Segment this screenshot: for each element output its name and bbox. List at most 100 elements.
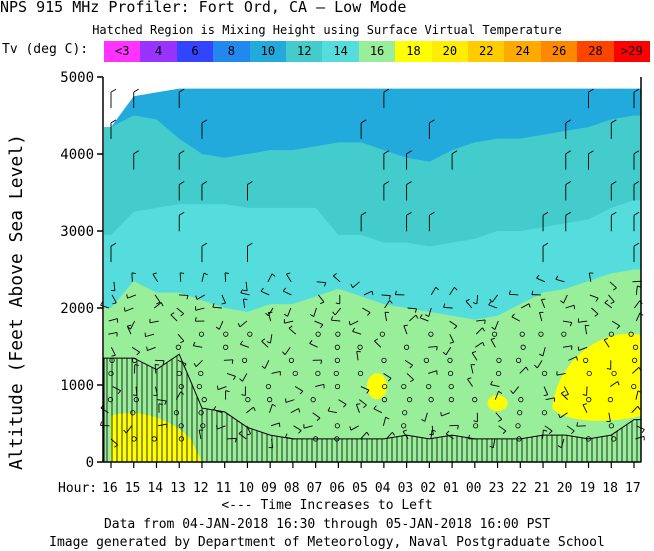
wind-calm-mark: [632, 357, 638, 363]
wind-barb: [267, 312, 272, 322]
wind-barb: [223, 359, 233, 361]
wind-barb: [588, 272, 592, 282]
wind-barb-flag: [203, 272, 208, 276]
wind-barb-flag: [178, 211, 185, 216]
wind-calm-mark: [608, 331, 614, 337]
wind-calm-mark: [176, 370, 182, 377]
wind-barb-flag: [467, 377, 472, 380]
wind-calm-mark: [561, 331, 567, 337]
wind-barb: [317, 294, 325, 303]
wind-barb-flag: [498, 390, 503, 394]
wind-barb-flag: [261, 338, 266, 342]
wind-barb-flag: [288, 325, 293, 329]
wind-barb-flag: [240, 289, 243, 294]
wind-barb-flag: [604, 299, 609, 304]
wind-calm-mark: [448, 397, 454, 403]
wind-barb-flag: [320, 359, 323, 365]
wind-barb: [541, 299, 546, 309]
wind-barb-flag: [180, 313, 184, 317]
wind-barb: [133, 364, 136, 374]
legend-bin-8: 18: [395, 41, 432, 62]
wind-barb: [177, 333, 185, 342]
wind-barb: [149, 320, 159, 324]
wind-barb: [492, 438, 496, 448]
wind-barb: [428, 370, 437, 374]
hour-tick-label: 02: [420, 481, 436, 496]
wind-barb-flag: [488, 301, 492, 306]
wind-barb: [520, 303, 530, 309]
wind-calm-mark: [288, 357, 295, 363]
wind-calm-mark: [133, 397, 139, 403]
legend-bin-5: 12: [286, 41, 323, 62]
hour-tick-label: 09: [261, 481, 277, 496]
wind-barb-flag: [324, 282, 327, 287]
profiler-plot: 0 1000 2000 3000 4000 5000: [60, 70, 645, 471]
wind-barb: [286, 273, 292, 283]
wind-barb: [475, 327, 483, 335]
wind-barb: [424, 412, 428, 422]
wind-barb-flag: [349, 426, 352, 431]
wind-barb: [498, 425, 507, 432]
wind-barb-flag: [403, 324, 408, 327]
wind-barb-flag: [565, 211, 572, 216]
wind-barb: [108, 318, 118, 322]
wind-barb: [269, 334, 273, 344]
wind-calm-mark: [130, 410, 136, 416]
wind-barb-flag: [110, 242, 117, 247]
wind-calm-mark: [357, 344, 363, 350]
wind-barb-flag: [611, 181, 617, 185]
wind-barb: [563, 294, 568, 304]
wind-barb: [476, 319, 486, 322]
wind-calm-mark: [151, 436, 157, 442]
wind-barb-flag: [233, 376, 236, 380]
wind-barb: [124, 307, 134, 312]
wind-barb: [125, 425, 133, 434]
y-tick-label: 2000: [60, 301, 94, 317]
wind-barb-flag: [637, 406, 641, 410]
wind-barb: [309, 343, 318, 348]
wind-barb: [239, 320, 248, 328]
wind-barb-flag: [309, 340, 313, 344]
wind-barb: [403, 325, 408, 335]
wind-barb-flag: [237, 323, 241, 328]
wind-barb: [226, 373, 236, 377]
wind-calm-mark: [631, 383, 637, 390]
wind-barb-flag: [406, 150, 412, 155]
wind-barb: [409, 314, 417, 322]
wind-barb: [271, 438, 274, 448]
wind-barb: [449, 333, 455, 343]
wind-calm-mark: [265, 383, 272, 390]
wind-barb: [568, 356, 577, 361]
wind-barb: [609, 281, 617, 289]
wind-barb-flag: [468, 434, 470, 439]
hour-tick-label: 03: [397, 481, 414, 496]
wind-barb-flag: [582, 403, 587, 406]
wind-barb-flag: [543, 429, 548, 432]
wind-calm-mark: [541, 370, 548, 377]
legend-bin-10: 22: [468, 41, 505, 62]
wind-barb: [100, 407, 109, 414]
wind-barb-flag: [502, 430, 507, 434]
wind-barb-flag: [123, 307, 126, 312]
legend-bin-2: 6: [176, 41, 214, 62]
wind-barb: [179, 272, 182, 282]
wind-barb-flag: [633, 211, 640, 216]
wind-barb-flag: [415, 314, 419, 319]
wind-barb-flag: [406, 181, 412, 185]
legend-bin-4: 10: [249, 41, 287, 62]
hour-tick-label: 17: [625, 481, 641, 496]
wind-barb: [560, 393, 569, 400]
wind-barb: [195, 360, 203, 367]
wind-barb-flag: [192, 341, 196, 346]
wind-barb: [419, 317, 429, 322]
legend-bin-9: 20: [431, 41, 469, 62]
wind-barb: [589, 294, 599, 299]
wind-barb-flag: [595, 297, 599, 302]
wind-barb: [147, 346, 156, 351]
wind-barb-flag: [489, 445, 494, 449]
wind-barb-flag: [490, 337, 495, 340]
wind-barb-flag: [641, 429, 645, 433]
y-tick-label: 1000: [60, 378, 94, 394]
wind-barb: [112, 386, 121, 392]
wind-barb: [313, 307, 317, 317]
